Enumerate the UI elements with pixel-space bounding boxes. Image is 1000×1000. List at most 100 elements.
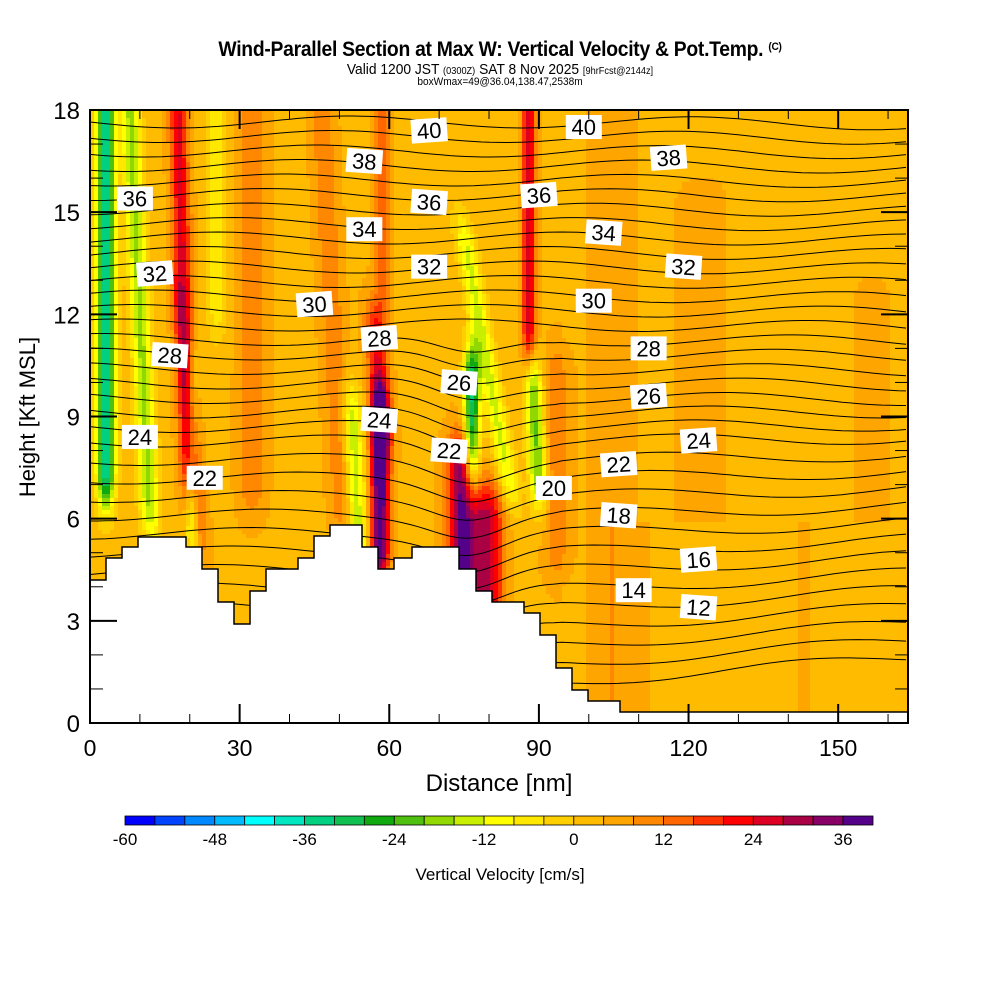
contour-label-text: 28 <box>366 325 392 352</box>
contour-label: 28 <box>631 336 667 361</box>
contour-label: 28 <box>151 342 189 369</box>
cross-section-chart: 40 4038 3836 36 3634 3432 32 3230 302828 28262624… <box>0 0 1000 1000</box>
contour-label: 36 <box>520 182 558 209</box>
contour-label: 38 <box>650 144 688 171</box>
colorbar-swatch <box>454 816 484 825</box>
contour-label: 36 <box>117 187 153 212</box>
contour-label: 32 <box>136 260 174 287</box>
contour-label: 34 <box>346 217 382 242</box>
contour-label-text: 36 <box>123 187 147 212</box>
y-tick-label: 3 <box>67 609 80 636</box>
contour-label: 30 <box>296 291 334 318</box>
colorbar-swatch <box>753 816 783 825</box>
contour-label-text: 30 <box>301 291 327 318</box>
contour-label: 20 <box>536 476 572 501</box>
x-tick-label: 150 <box>819 735 857 761</box>
contour-label-text: 32 <box>417 255 441 280</box>
colorbar-swatch <box>514 816 544 825</box>
contour-label-text: 26 <box>446 370 472 397</box>
contour-label: 36 <box>410 189 448 216</box>
contour-label-text: 32 <box>142 261 168 288</box>
contour-label: 28 <box>360 325 398 352</box>
colorbar-swatch <box>544 816 574 825</box>
colorbar-swatch <box>125 816 155 825</box>
x-tick-label: 0 <box>84 735 97 761</box>
contour-label-text: 36 <box>416 189 442 216</box>
contour-label: 34 <box>585 219 623 246</box>
contour-label: 26 <box>630 383 668 410</box>
colorbar-swatch <box>693 816 723 825</box>
colorbar-swatch <box>634 816 664 825</box>
colorbar-label: Vertical Velocity [cm/s] <box>415 865 584 884</box>
colorbar-tick-label: -48 <box>202 830 227 849</box>
x-axis-label: Distance [nm] <box>426 770 573 797</box>
contour-label-text: 12 <box>685 594 711 621</box>
contour-label-text: 32 <box>670 254 696 281</box>
colorbar-tick-label: -24 <box>382 830 407 849</box>
contour-label: 24 <box>360 407 398 434</box>
colorbar-tick-label: 12 <box>654 830 673 849</box>
colorbar-swatch <box>305 816 335 825</box>
contour-label-text: 30 <box>582 289 606 314</box>
y-tick-label: 0 <box>67 711 80 738</box>
contour-label: 18 <box>600 502 638 529</box>
colorbar-swatch <box>364 816 394 825</box>
y-axis-label: Height [Kft MSL] <box>15 337 40 497</box>
contour-label: 26 <box>440 369 478 396</box>
colorbar-swatch <box>484 816 514 825</box>
colorbar-swatch <box>664 816 694 825</box>
contour-label-text: 28 <box>157 342 183 369</box>
colorbar-swatch <box>424 816 454 825</box>
colorbar-swatch <box>813 816 843 825</box>
contour-label-text: 22 <box>606 451 632 478</box>
contour-label-text: 16 <box>685 547 711 574</box>
colorbar-tick-label: -36 <box>292 830 317 849</box>
contour-label-text: 22 <box>436 438 462 465</box>
colorbar-swatch <box>723 816 753 825</box>
colorbar-swatch <box>394 816 424 825</box>
y-tick-label: 9 <box>67 405 80 432</box>
colorbar-tick-label: 24 <box>744 830 763 849</box>
contour-label-text: 20 <box>542 476 566 501</box>
contour-label: 38 <box>345 148 383 175</box>
contour-label-text: 26 <box>636 383 662 410</box>
contour-label: 30 <box>576 289 612 314</box>
contour-label: 32 <box>411 255 447 280</box>
y-tick-label: 12 <box>53 302 80 329</box>
contour-label: 12 <box>680 594 718 621</box>
colorbar-tick-label: -12 <box>472 830 497 849</box>
contour-label-text: 34 <box>352 217 376 242</box>
contour-label: 32 <box>665 253 703 280</box>
contour-label-text: 40 <box>572 115 596 140</box>
colorbar-swatch <box>185 816 215 825</box>
colorbar-swatch <box>215 816 245 825</box>
x-tick-label: 120 <box>669 735 707 761</box>
contour-label-text: 24 <box>366 407 392 434</box>
y-tick-label: 6 <box>67 507 80 534</box>
contour-label: 22 <box>430 437 468 464</box>
colorbar-swatch <box>275 816 305 825</box>
contour-label: 14 <box>616 578 652 603</box>
contour-label-text: 14 <box>621 578 645 603</box>
contour-label-text: 28 <box>636 336 660 361</box>
contour-label: 24 <box>122 425 158 450</box>
contour-label-text: 40 <box>416 118 442 145</box>
colorbar-tick-label: 0 <box>569 830 578 849</box>
contour-label-text: 34 <box>591 220 617 247</box>
contour-label: 40 <box>566 115 602 140</box>
contour-label-text: 36 <box>526 182 552 209</box>
y-tick-label: 15 <box>53 200 80 227</box>
contour-label-text: 24 <box>685 428 711 455</box>
contour-label-text: 22 <box>192 466 216 491</box>
colorbar-swatch <box>574 816 604 825</box>
colorbar-swatch <box>783 816 813 825</box>
contour-label-text: 38 <box>351 148 377 175</box>
colorbar-swatch <box>604 816 634 825</box>
contour-label: 40 <box>410 117 448 144</box>
contour-label-text: 18 <box>606 502 632 529</box>
contour-label-text: 38 <box>656 145 682 172</box>
y-tick-label: 18 <box>53 98 80 125</box>
contour-label: 22 <box>600 451 638 478</box>
x-tick-label: 60 <box>376 735 402 761</box>
colorbar-tick-label: 36 <box>834 830 853 849</box>
